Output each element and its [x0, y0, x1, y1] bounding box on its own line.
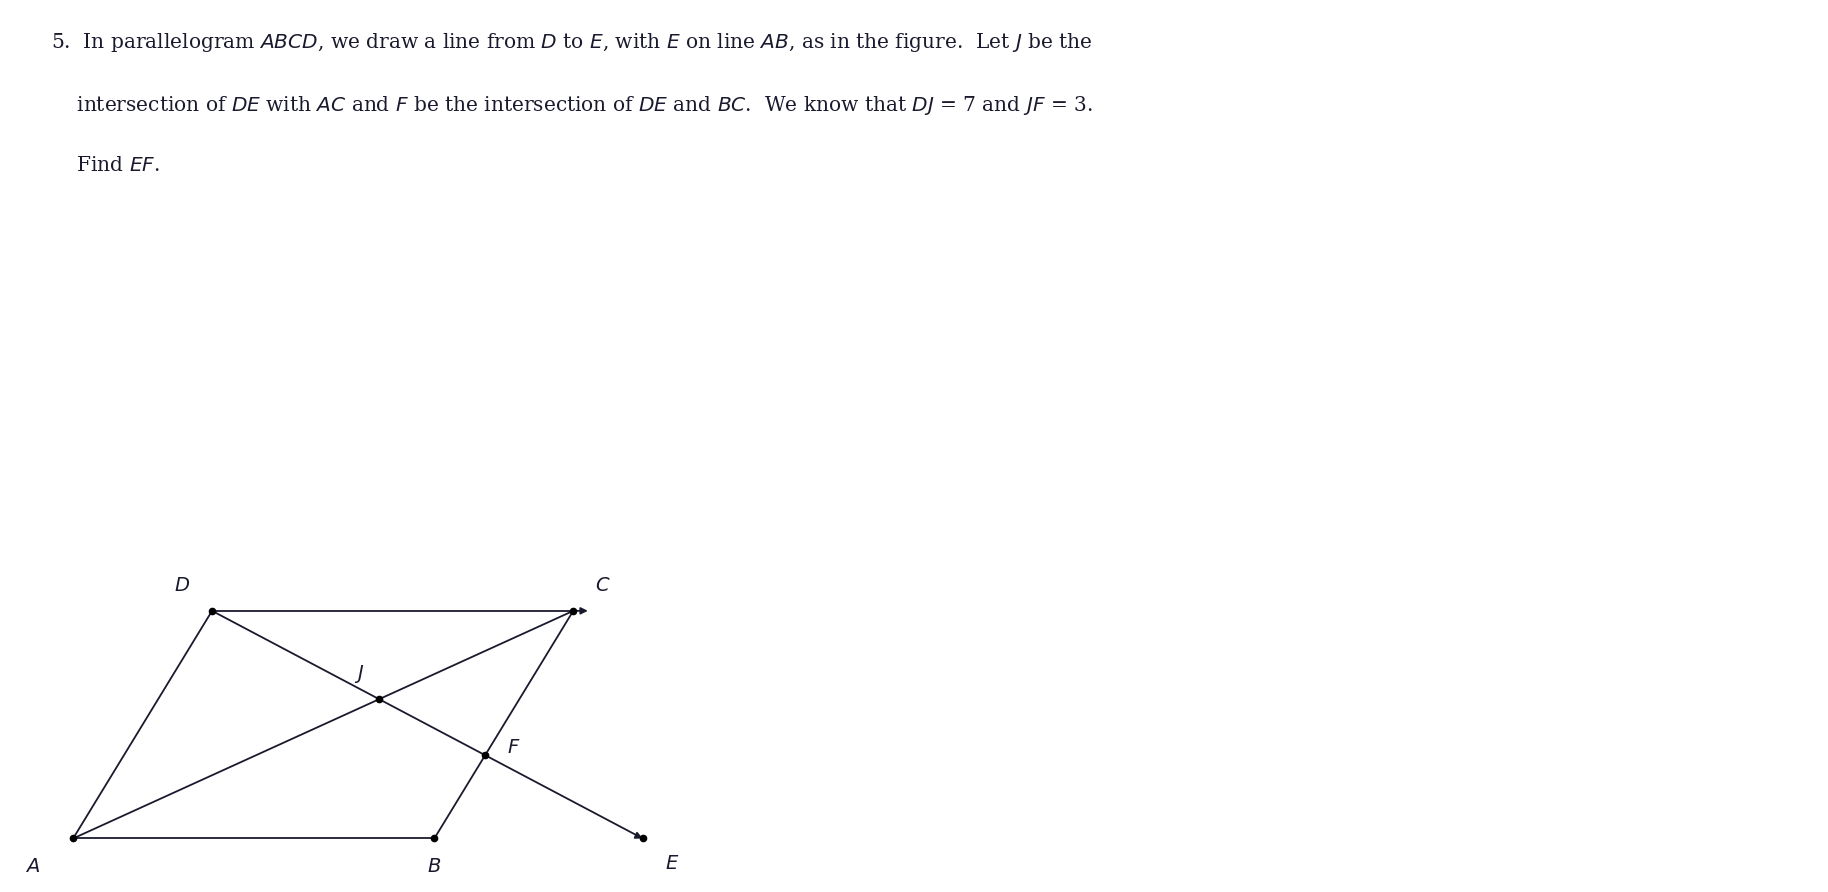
Text: $C$: $C$: [596, 577, 611, 595]
Text: 5.  In parallelogram $\mathit{ABCD}$, we draw a line from $\mathit{D}$ to $\math: 5. In parallelogram $\mathit{ABCD}$, we …: [51, 31, 1093, 54]
Text: $F$: $F$: [506, 739, 521, 757]
Text: $J$: $J$: [355, 663, 364, 685]
Text: intersection of $\mathit{DE}$ with $\mathit{AC}$ and $\mathit{F}$ be the interse: intersection of $\mathit{DE}$ with $\mat…: [51, 94, 1093, 117]
Text: $E$: $E$: [665, 855, 678, 872]
Text: $A$: $A$: [26, 858, 40, 876]
Text: Find $\mathit{EF}$.: Find $\mathit{EF}$.: [51, 156, 161, 175]
Text: $D$: $D$: [174, 577, 190, 595]
Text: $B$: $B$: [428, 858, 441, 876]
